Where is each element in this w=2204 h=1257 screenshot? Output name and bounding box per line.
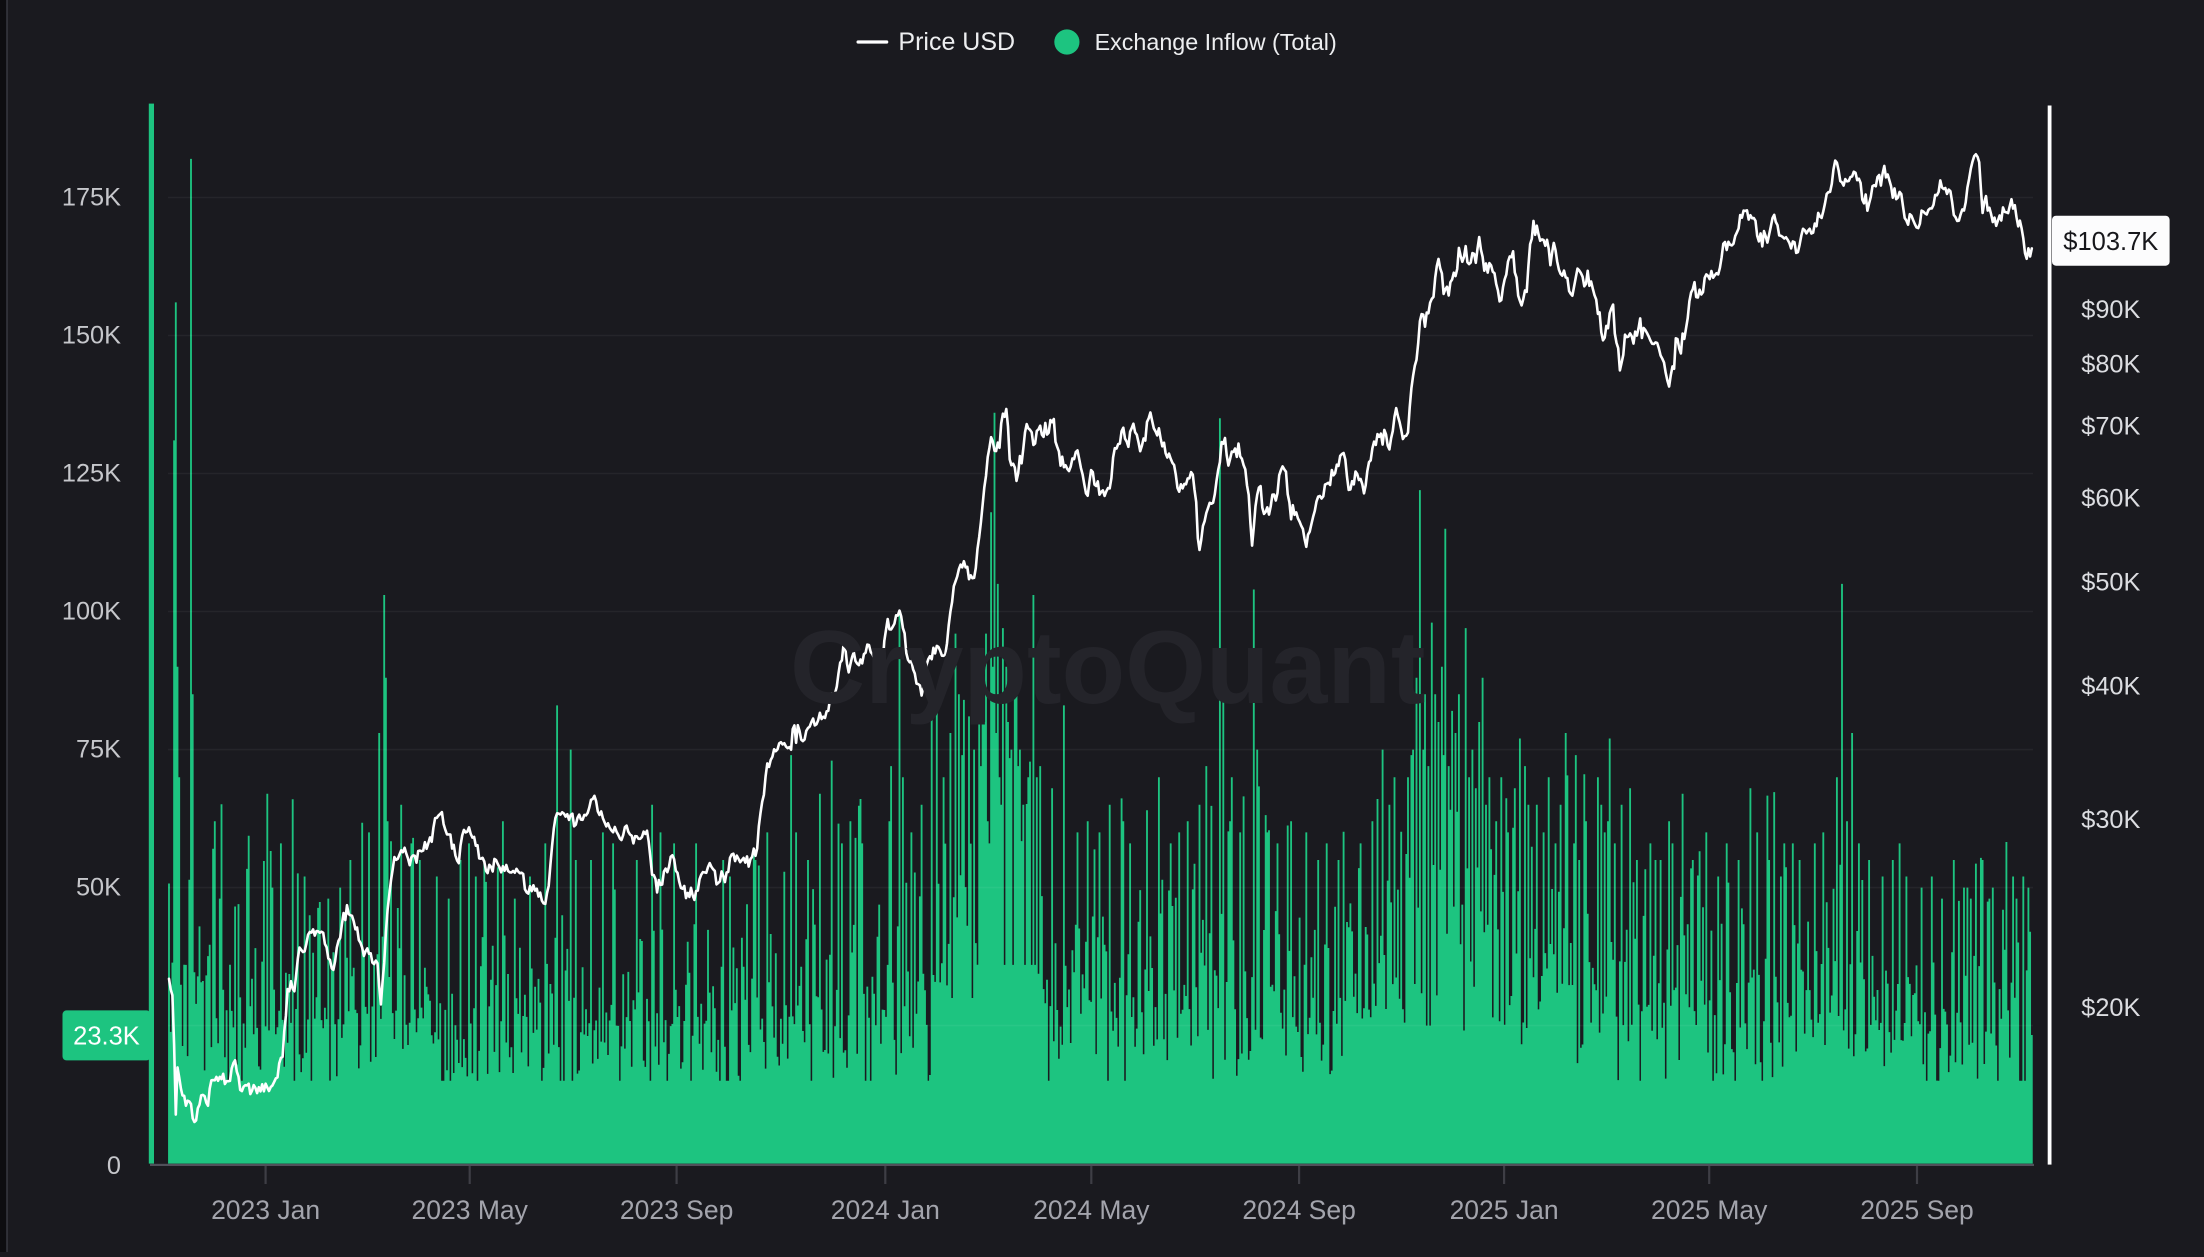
svg-text:2023 Sep: 2023 Sep [620, 1195, 733, 1225]
svg-text:$40K: $40K [2081, 672, 2140, 700]
svg-text:2024 May: 2024 May [1033, 1195, 1150, 1225]
svg-text:$50K: $50K [2081, 569, 2140, 597]
svg-text:75K: 75K [76, 736, 121, 764]
svg-text:$80K: $80K [2081, 351, 2140, 379]
svg-text:2025 May: 2025 May [1651, 1195, 1768, 1225]
svg-text:2024 Sep: 2024 Sep [1242, 1195, 1355, 1225]
svg-text:2025 Sep: 2025 Sep [1860, 1195, 1973, 1225]
svg-text:Exchange Inflow (Total): Exchange Inflow (Total) [1095, 29, 1337, 55]
svg-text:$70K: $70K [2081, 413, 2140, 441]
svg-text:2023 Jan: 2023 Jan [211, 1195, 320, 1225]
svg-text:50K: 50K [76, 874, 121, 902]
svg-text:0: 0 [107, 1152, 121, 1180]
svg-text:100K: 100K [62, 598, 121, 626]
svg-text:$60K: $60K [2081, 484, 2140, 512]
svg-text:$30K: $30K [2081, 806, 2140, 834]
svg-text:CryptoQuant: CryptoQuant [790, 610, 1426, 726]
svg-text:175K: 175K [62, 183, 121, 211]
svg-text:$20K: $20K [2081, 994, 2140, 1022]
svg-text:$103.7K: $103.7K [2063, 228, 2158, 256]
svg-text:23.3K: 23.3K [73, 1022, 140, 1050]
svg-text:2024 Jan: 2024 Jan [831, 1195, 940, 1225]
svg-text:2023 May: 2023 May [412, 1195, 529, 1225]
svg-text:$90K: $90K [2081, 296, 2140, 324]
svg-text:2025 Jan: 2025 Jan [1450, 1195, 1559, 1225]
svg-text:150K: 150K [62, 321, 121, 349]
svg-text:125K: 125K [62, 460, 121, 488]
svg-text:Price USD: Price USD [898, 28, 1015, 56]
